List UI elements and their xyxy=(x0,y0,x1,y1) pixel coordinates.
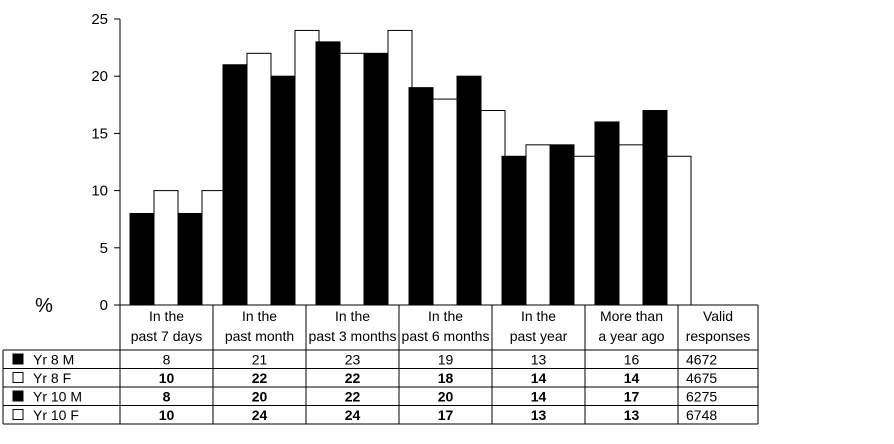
data-label: 22 xyxy=(345,370,361,386)
series-name: Yr 10 F xyxy=(33,407,79,423)
y-tick-label: 25 xyxy=(91,11,108,28)
data-label: 13 xyxy=(624,407,640,423)
bar xyxy=(480,110,506,306)
data-label: 19 xyxy=(438,351,454,367)
bar xyxy=(549,144,575,306)
valid-responses-value: 4675 xyxy=(686,370,717,386)
category-label: In the xyxy=(335,308,370,324)
data-label: 22 xyxy=(345,388,361,404)
category-label: past 3 months xyxy=(309,328,397,344)
valid-responses-header: Valid xyxy=(703,308,733,324)
data-label: 22 xyxy=(252,370,268,386)
data-label: 10 xyxy=(159,370,175,386)
data-label: 17 xyxy=(438,407,454,423)
bar xyxy=(618,144,644,306)
valid-responses-value: 6275 xyxy=(686,388,717,404)
data-label: 10 xyxy=(159,407,175,423)
series-name: Yr 8 M xyxy=(33,351,74,367)
bar xyxy=(501,155,527,306)
category-label: In the xyxy=(242,308,277,324)
series-name: Yr 8 F xyxy=(33,370,71,386)
bar xyxy=(201,190,227,306)
legend-swatch xyxy=(12,372,24,383)
y-tick-label: 5 xyxy=(100,240,108,257)
y-tick-label: 15 xyxy=(91,125,108,142)
data-label: 16 xyxy=(624,351,640,367)
bar xyxy=(129,212,155,306)
bar xyxy=(222,64,248,306)
y-tick-label: 20 xyxy=(91,68,108,85)
bar xyxy=(177,212,203,306)
bar xyxy=(594,121,620,306)
category-label: past 7 days xyxy=(131,328,203,344)
bar xyxy=(339,52,365,306)
data-label: 23 xyxy=(345,351,361,367)
bar xyxy=(642,110,668,306)
bar xyxy=(387,29,413,306)
bar xyxy=(363,52,389,306)
valid-responses-value: 6748 xyxy=(686,407,717,423)
data-label: 24 xyxy=(345,407,361,423)
bar xyxy=(315,41,341,306)
data-label: 21 xyxy=(252,351,268,367)
y-tick-label: 10 xyxy=(91,183,108,200)
data-label: 24 xyxy=(252,407,268,423)
bar xyxy=(432,98,458,306)
legend-swatch xyxy=(12,409,24,420)
data-label: 13 xyxy=(531,351,547,367)
bar xyxy=(666,155,692,306)
valid-responses-value: 4672 xyxy=(686,351,717,367)
y-axis-unit: % xyxy=(35,295,53,317)
category-label: past month xyxy=(225,328,294,344)
data-label: 14 xyxy=(531,388,547,404)
y-tick-label: 0 xyxy=(100,297,108,314)
category-label: In the xyxy=(428,308,463,324)
category-label: In the xyxy=(521,308,556,324)
data-label: 20 xyxy=(252,388,268,404)
bar xyxy=(573,155,599,306)
data-label: 20 xyxy=(438,388,454,404)
data-label: 8 xyxy=(163,351,171,367)
bar xyxy=(153,190,179,306)
category-label: past year xyxy=(510,328,568,344)
data-label: 17 xyxy=(624,388,640,404)
data-label: 18 xyxy=(438,370,454,386)
category-label: past 6 months xyxy=(402,328,490,344)
valid-responses-header: responses xyxy=(686,328,751,344)
category-label: More than xyxy=(600,308,663,324)
data-label: 14 xyxy=(624,370,640,386)
category-label: In the xyxy=(149,308,184,324)
bar xyxy=(294,29,320,306)
bar xyxy=(408,87,434,306)
bar xyxy=(456,75,482,306)
legend-swatch xyxy=(12,390,24,402)
data-label: 14 xyxy=(531,370,547,386)
bar xyxy=(525,144,551,306)
bar xyxy=(246,52,272,306)
data-label: 8 xyxy=(163,388,171,404)
series-name: Yr 10 M xyxy=(33,388,82,404)
data-label: 13 xyxy=(531,407,547,423)
category-label: a year ago xyxy=(598,328,664,344)
bar xyxy=(270,75,296,306)
legend-swatch xyxy=(12,353,24,365)
